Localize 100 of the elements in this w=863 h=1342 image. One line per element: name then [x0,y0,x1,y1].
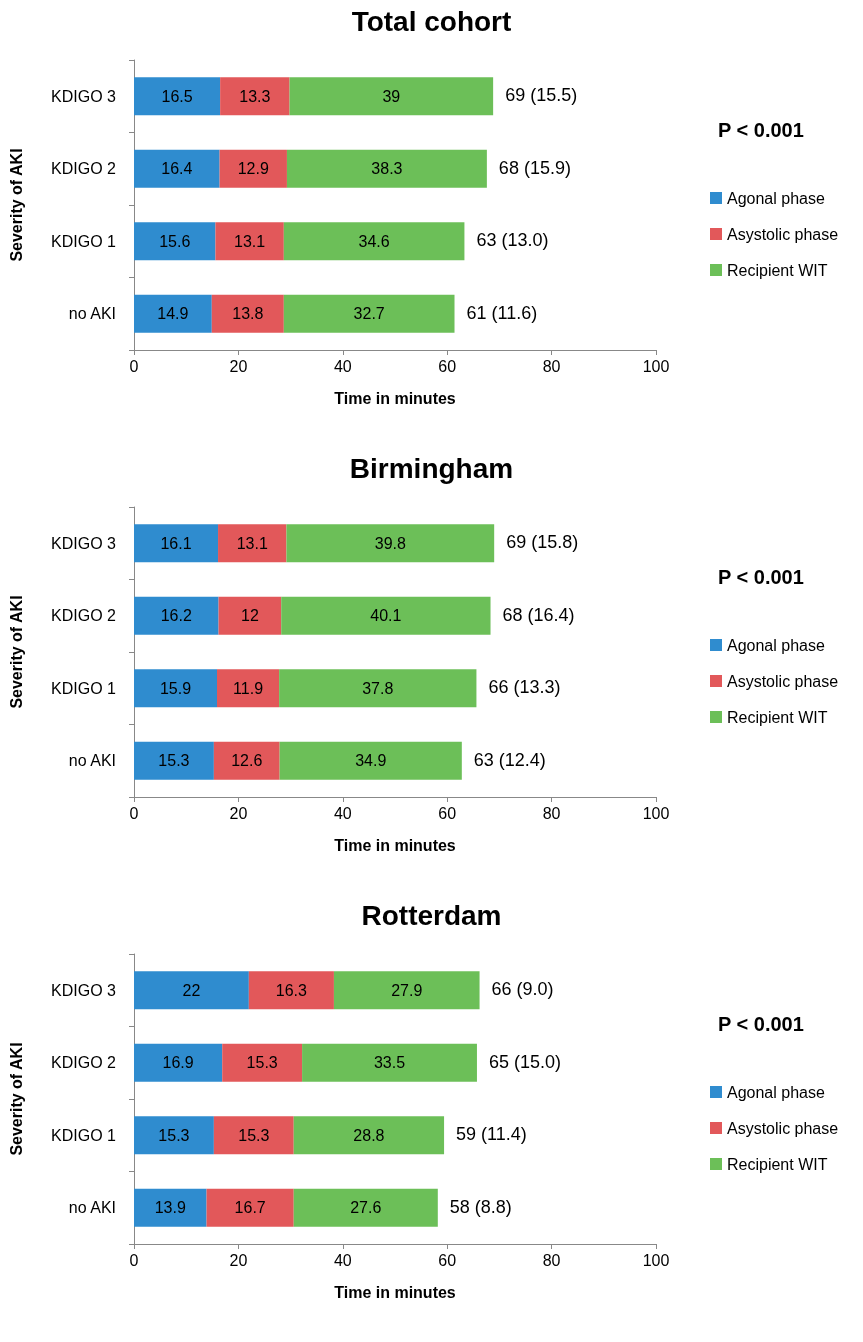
bar [134,1043,223,1082]
data-label: 16.5 [161,87,193,105]
data-label: 12.6 [231,752,263,770]
data-label: 12.9 [237,160,269,178]
bar [248,971,334,1010]
y-tick-label: KDIGO 1 [51,232,117,250]
total-label: 68 (16.4) [502,604,575,625]
bar [134,77,221,116]
x-tick-label: 0 [129,804,139,822]
bar [293,1188,438,1227]
data-label: 34.6 [358,232,390,250]
data-label: 13.1 [236,534,268,552]
data-label: 22 [182,981,201,999]
legend-label: Asystolic phase [727,672,839,690]
bar [134,222,216,261]
data-label: 40.1 [370,607,402,625]
total-label: 58 (8.8) [449,1196,512,1217]
bar [206,1188,294,1227]
legend-label: Recipient WIT [727,1155,828,1173]
total-label: 68 (15.9) [498,157,571,178]
total-label: 69 (15.5) [505,85,578,106]
bar [279,669,477,708]
total-label: 59 (11.4) [456,1124,527,1145]
total-label: 69 (15.8) [506,532,579,553]
x-axis-title: Time in minutes [334,1283,456,1301]
chart-title: Rotterdam [361,899,502,931]
bar [134,971,249,1010]
legend-label: Agonal phase [727,1083,825,1101]
data-label: 16.2 [160,607,192,625]
x-tick-label: 60 [438,357,457,375]
y-tick-label: KDIGO 2 [51,1054,117,1072]
x-tick-label: 0 [129,1251,139,1269]
x-tick-label: 0 [129,357,139,375]
bar [281,596,491,635]
total-label: 65 (15.0) [488,1051,561,1072]
bar [218,596,282,635]
data-label: 15.6 [159,232,191,250]
data-label: 16.7 [234,1199,266,1217]
data-label: 15.3 [158,1126,190,1144]
x-axis-title: Time in minutes [334,389,456,407]
y-tick-label: no AKI [68,1199,116,1217]
x-axis-title: Time in minutes [334,836,456,854]
data-label: 33.5 [373,1054,406,1072]
data-label: 16.3 [275,981,308,999]
bar [293,1116,445,1155]
text: P < 0.001 [718,566,804,588]
y-tick-label: KDIGO 2 [51,607,117,625]
bar [283,294,455,333]
bar [289,77,494,116]
data-label: 15.3 [158,752,190,770]
y-tick-label: no AKI [68,752,116,770]
legend-label: Agonal phase [727,189,825,207]
x-tick-label: 20 [229,1251,248,1269]
total-label: 66 (13.3) [488,677,561,698]
legend-label: Recipient WIT [727,708,828,726]
legend-label: Agonal phase [727,636,825,654]
x-tick-label: 40 [333,804,352,822]
data-label: 38.3 [371,160,403,178]
y-axis-title: Severity of AKI [7,1042,25,1156]
data-label: 16.1 [160,534,192,552]
bar [134,524,219,563]
total-label: 66 (9.0) [491,979,554,1000]
data-label: 14.9 [157,305,189,323]
text: P < 0.001 [718,119,804,141]
bar [213,741,280,780]
bar [134,1188,207,1227]
y-tick-label: no AKI [68,305,116,323]
x-tick-label: 100 [642,1251,670,1269]
bar [222,1043,303,1082]
text: P < 0.001 [718,1013,804,1035]
bar [134,596,219,635]
bar [134,741,214,780]
x-tick-label: 40 [333,1251,352,1269]
data-label: 32.7 [353,305,385,323]
data-label: 39 [382,87,401,105]
bar [218,524,287,563]
y-axis-title: Severity of AKI [7,148,25,262]
x-tick-label: 40 [333,357,352,375]
data-label: 11.9 [233,679,264,697]
y-axis-title: Severity of AKI [7,595,25,709]
y-tick-label: KDIGO 1 [51,679,117,697]
x-tick-label: 100 [642,804,670,822]
bar [286,524,495,563]
total-label: 61 (11.6) [466,302,538,323]
data-label: 37.8 [362,679,394,697]
chart-title: Birmingham [349,452,514,484]
y-tick-label: KDIGO 1 [51,1126,117,1144]
bar [134,294,212,333]
y-tick-label: KDIGO 3 [51,87,117,105]
bar [279,741,462,780]
x-tick-label: 60 [438,804,457,822]
data-label: 39.8 [374,534,406,552]
legend-label: Asystolic phase [727,225,839,243]
bar [283,222,465,261]
x-tick-label: 100 [642,357,670,375]
bar [302,1043,477,1082]
data-label: 27.6 [350,1199,382,1217]
bar [213,1116,294,1155]
x-tick-label: 80 [542,804,561,822]
data-label: 15.3 [238,1126,270,1144]
